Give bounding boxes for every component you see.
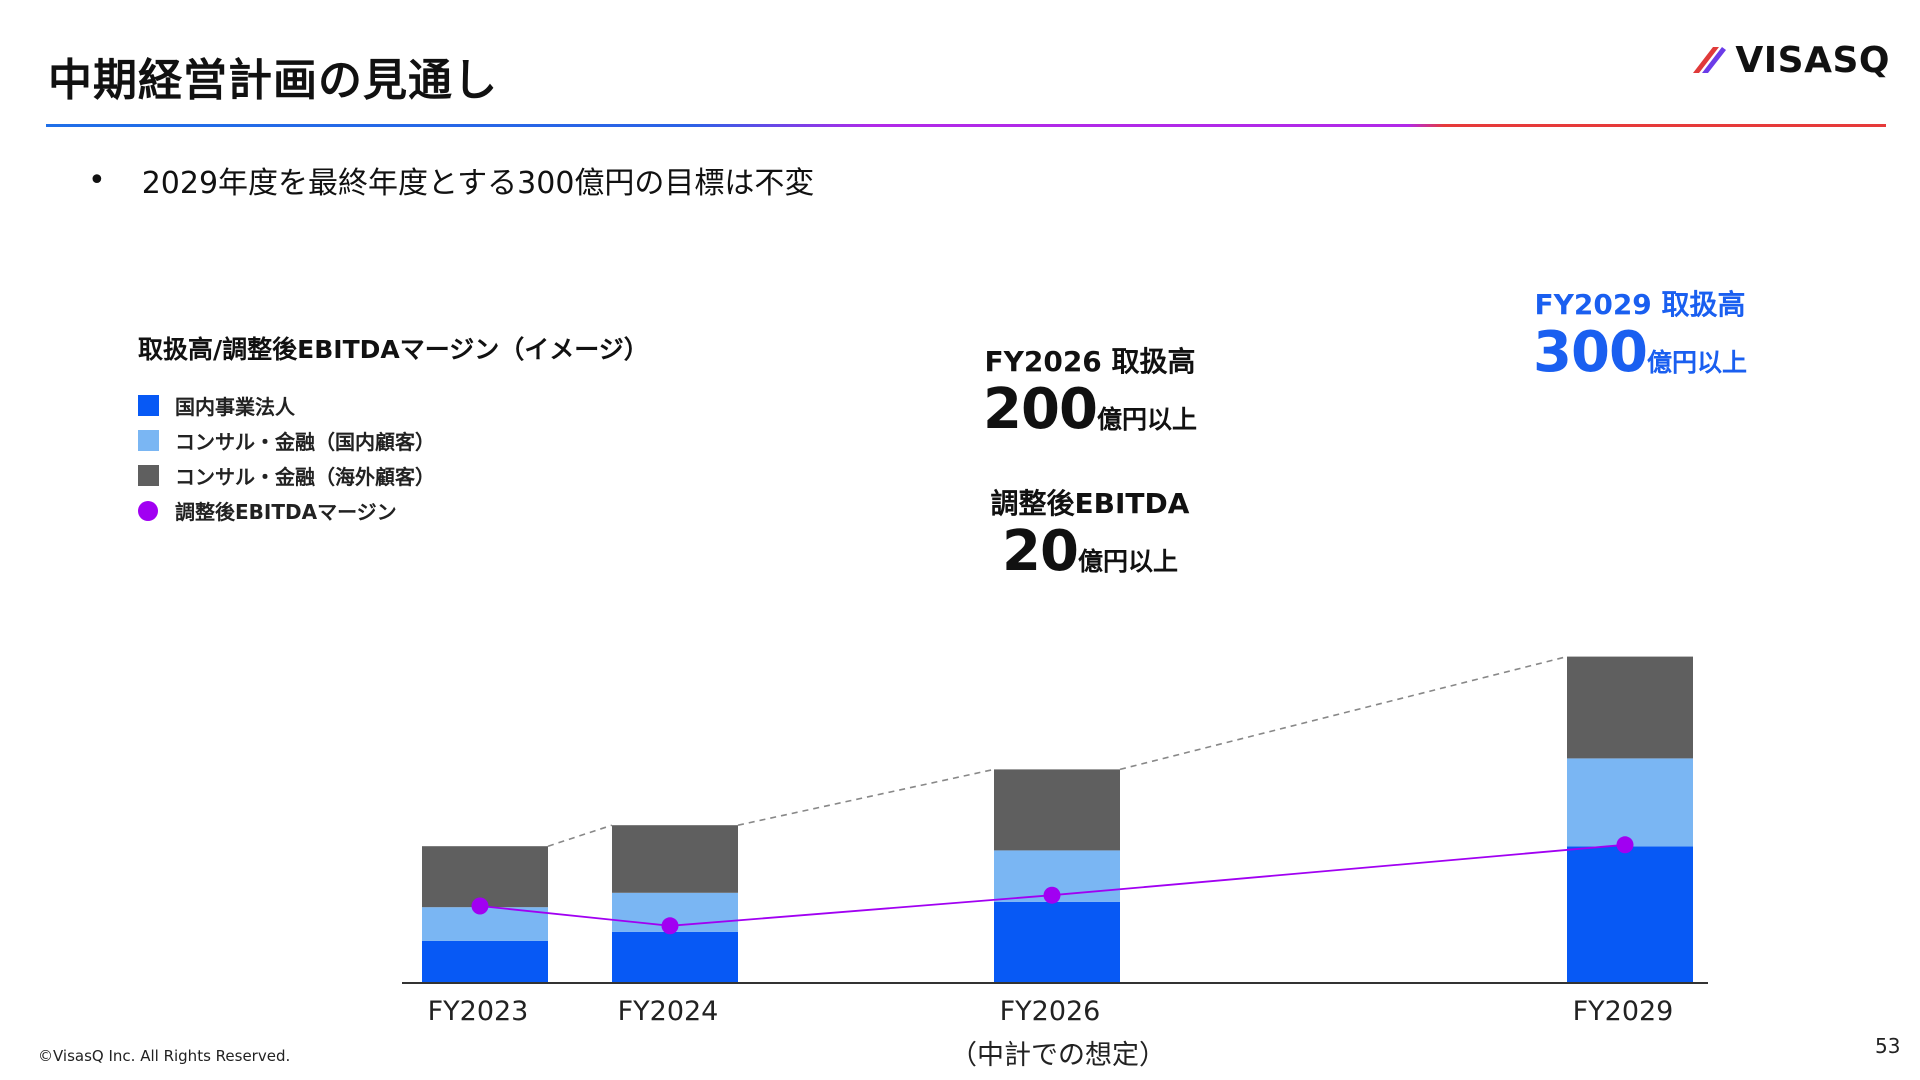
growth-connector-line xyxy=(547,824,613,847)
ebitda-margin-point-fy2029 xyxy=(1616,836,1634,854)
legend-item-domestic-corporate: 国内事業法人 xyxy=(138,388,435,423)
bar-fy2026-segment-0 xyxy=(994,901,1120,982)
legend-label: 国内事業法人 xyxy=(175,395,295,419)
page-title: 中期経営計画の見通し xyxy=(48,55,498,106)
bar-fy2029-segment-2 xyxy=(1567,656,1693,759)
annotation-unit: 億円以上 xyxy=(1077,547,1178,576)
legend-label: コンサル・金融（国内顧客） xyxy=(175,430,435,454)
bullet-text: 2029年度を最終年度とする300億円の目標は不変 xyxy=(141,166,815,201)
chart-legend: 国内事業法人 コンサル・金融（国内顧客） コンサル・金融（海外顧客） 調整後EB… xyxy=(138,388,435,528)
legend-item-ebitda-margin: 調整後EBITDAマージン xyxy=(138,493,435,528)
bar-fy2024-segment-2 xyxy=(612,825,738,893)
chart-title: 取扱高/調整後EBITDAマージン（イメージ） xyxy=(138,335,649,364)
bar-fy2026-segment-2 xyxy=(994,769,1120,851)
annotation-value: 20 xyxy=(1002,519,1079,584)
legend-swatch xyxy=(138,465,159,486)
visasq-logo: VISASQ xyxy=(1689,38,1890,82)
x-tick-label-fy2026: FY2026 xyxy=(1000,996,1101,1027)
growth-connector-line xyxy=(737,768,995,826)
growth-connector-line xyxy=(1119,655,1568,771)
bar-fy2023-segment-2 xyxy=(422,846,548,908)
annotation-unit: 億円以上 xyxy=(1646,348,1747,377)
x-tick-label-fy2023: FY2023 xyxy=(428,996,529,1027)
x-tick-label-fy2029: FY2029 xyxy=(1573,996,1674,1027)
bullet-marker: • xyxy=(88,162,106,198)
legend-marker xyxy=(138,500,158,521)
annotation-label: FY2026 取扱高 xyxy=(984,345,1196,378)
title-divider xyxy=(46,124,1886,127)
x-tick-label-fy2024: FY2024 xyxy=(618,996,719,1027)
bar-fy2029-segment-1 xyxy=(1567,758,1693,847)
annotation-label: FY2029 取扱高 xyxy=(1534,288,1746,321)
annotation-value: 300 xyxy=(1533,320,1648,385)
fy2026-category-note: （中計での想定） xyxy=(950,1040,1166,1071)
legend-label: 調整後EBITDAマージン xyxy=(175,500,397,524)
legend-label: コンサル・金融（海外顧客） xyxy=(175,465,435,489)
ebitda-margin-point-fy2026 xyxy=(1043,886,1061,904)
ebitda-margin-point-fy2023 xyxy=(471,897,489,915)
bar-fy2023-segment-0 xyxy=(422,940,548,982)
bullet-point: • 2029年度を最終年度とする300億円の目標は不変 xyxy=(88,158,814,202)
annotation-label: 調整後EBITDA xyxy=(990,487,1190,520)
legend-swatch xyxy=(138,395,159,416)
ebitda-margin-line xyxy=(479,843,1626,927)
annotation-fy2029-gmv: FY2029 取扱高 300億円以上 xyxy=(1515,283,1765,383)
annotation-value: 200 xyxy=(983,377,1098,442)
legend-swatch xyxy=(138,430,159,451)
annotation-unit: 億円以上 xyxy=(1096,405,1197,434)
logo-text: VISASQ xyxy=(1735,39,1890,81)
legend-item-consulting-domestic: コンサル・金融（国内顧客） xyxy=(138,423,435,458)
ebitda-margin-point-fy2024 xyxy=(661,917,679,935)
logo-mark-icon xyxy=(1693,47,1727,73)
annotation-fy2026-ebitda: 調整後EBITDA 20億円以上 xyxy=(940,482,1240,582)
page-number: 53 xyxy=(1875,1034,1901,1058)
annotation-fy2026-gmv: FY2026 取扱高 200億円以上 xyxy=(940,340,1240,440)
bar-fy2029-segment-0 xyxy=(1567,846,1693,982)
legend-item-consulting-overseas: コンサル・金融（海外顧客） xyxy=(138,458,435,493)
copyright: ©VisasQ Inc. All Rights Reserved. xyxy=(38,1047,291,1065)
bar-fy2024-segment-0 xyxy=(612,931,738,982)
